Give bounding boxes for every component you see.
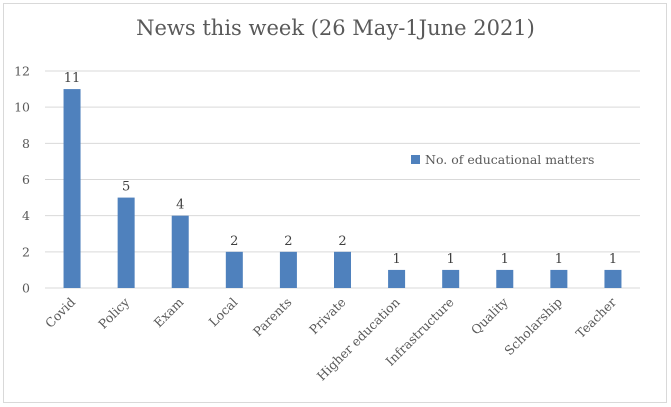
bar [171,215,189,288]
y-tick-label: 8 [22,136,30,151]
x-tick-label: Teacher [573,295,619,341]
legend-swatch [411,155,420,164]
y-tick-label: 0 [22,281,30,296]
y-tick-label: 6 [22,172,30,187]
y-tick-label: 2 [22,244,30,259]
x-tick-label: Exam [151,294,187,330]
bar [442,269,460,288]
legend: No. of educational matters [411,152,594,167]
bar [63,89,81,288]
bar [604,269,622,288]
bar [496,269,514,288]
x-tick-label: Private [306,295,349,338]
bars [63,89,622,288]
x-axis-ticks: Covid Policy Exam Local Parents PrivateHigher… [42,294,619,384]
data-label: 2 [284,234,292,249]
chart-frame [3,3,667,403]
y-tick-label: 12 [14,64,30,79]
x-tick-label: Quality [468,294,512,338]
bar [550,269,568,288]
data-label: 2 [338,234,346,249]
data-label: 4 [176,198,184,213]
x-tick-label: Covid [42,295,78,331]
chart-title: News this week (26 May-1June 2021) [136,16,535,40]
data-label: 11 [64,71,81,86]
data-label: 5 [122,180,130,195]
data-label: 1 [609,252,617,267]
y-tick-label: 10 [14,100,30,115]
bar [117,197,135,288]
bar [225,251,243,288]
gridlines [45,70,640,289]
y-tick-label: 4 [22,208,30,223]
x-tick-label: Local [206,295,241,330]
bar [334,251,351,288]
x-tick-label: Scholarship [501,295,565,359]
data-label: 2 [230,234,238,249]
data-label: 1 [392,252,400,267]
data-label: 1 [555,252,563,267]
bar [388,269,406,288]
bar [279,251,297,288]
legend-label: No. of educational matters [425,152,594,167]
data-label: 1 [447,252,455,267]
x-tick-label: Parents [250,295,295,340]
y-axis-ticks: 0 2 4 6 8 10 12 [14,64,30,296]
data-label: 1 [501,252,509,267]
x-tick-label: Policy [95,294,133,332]
